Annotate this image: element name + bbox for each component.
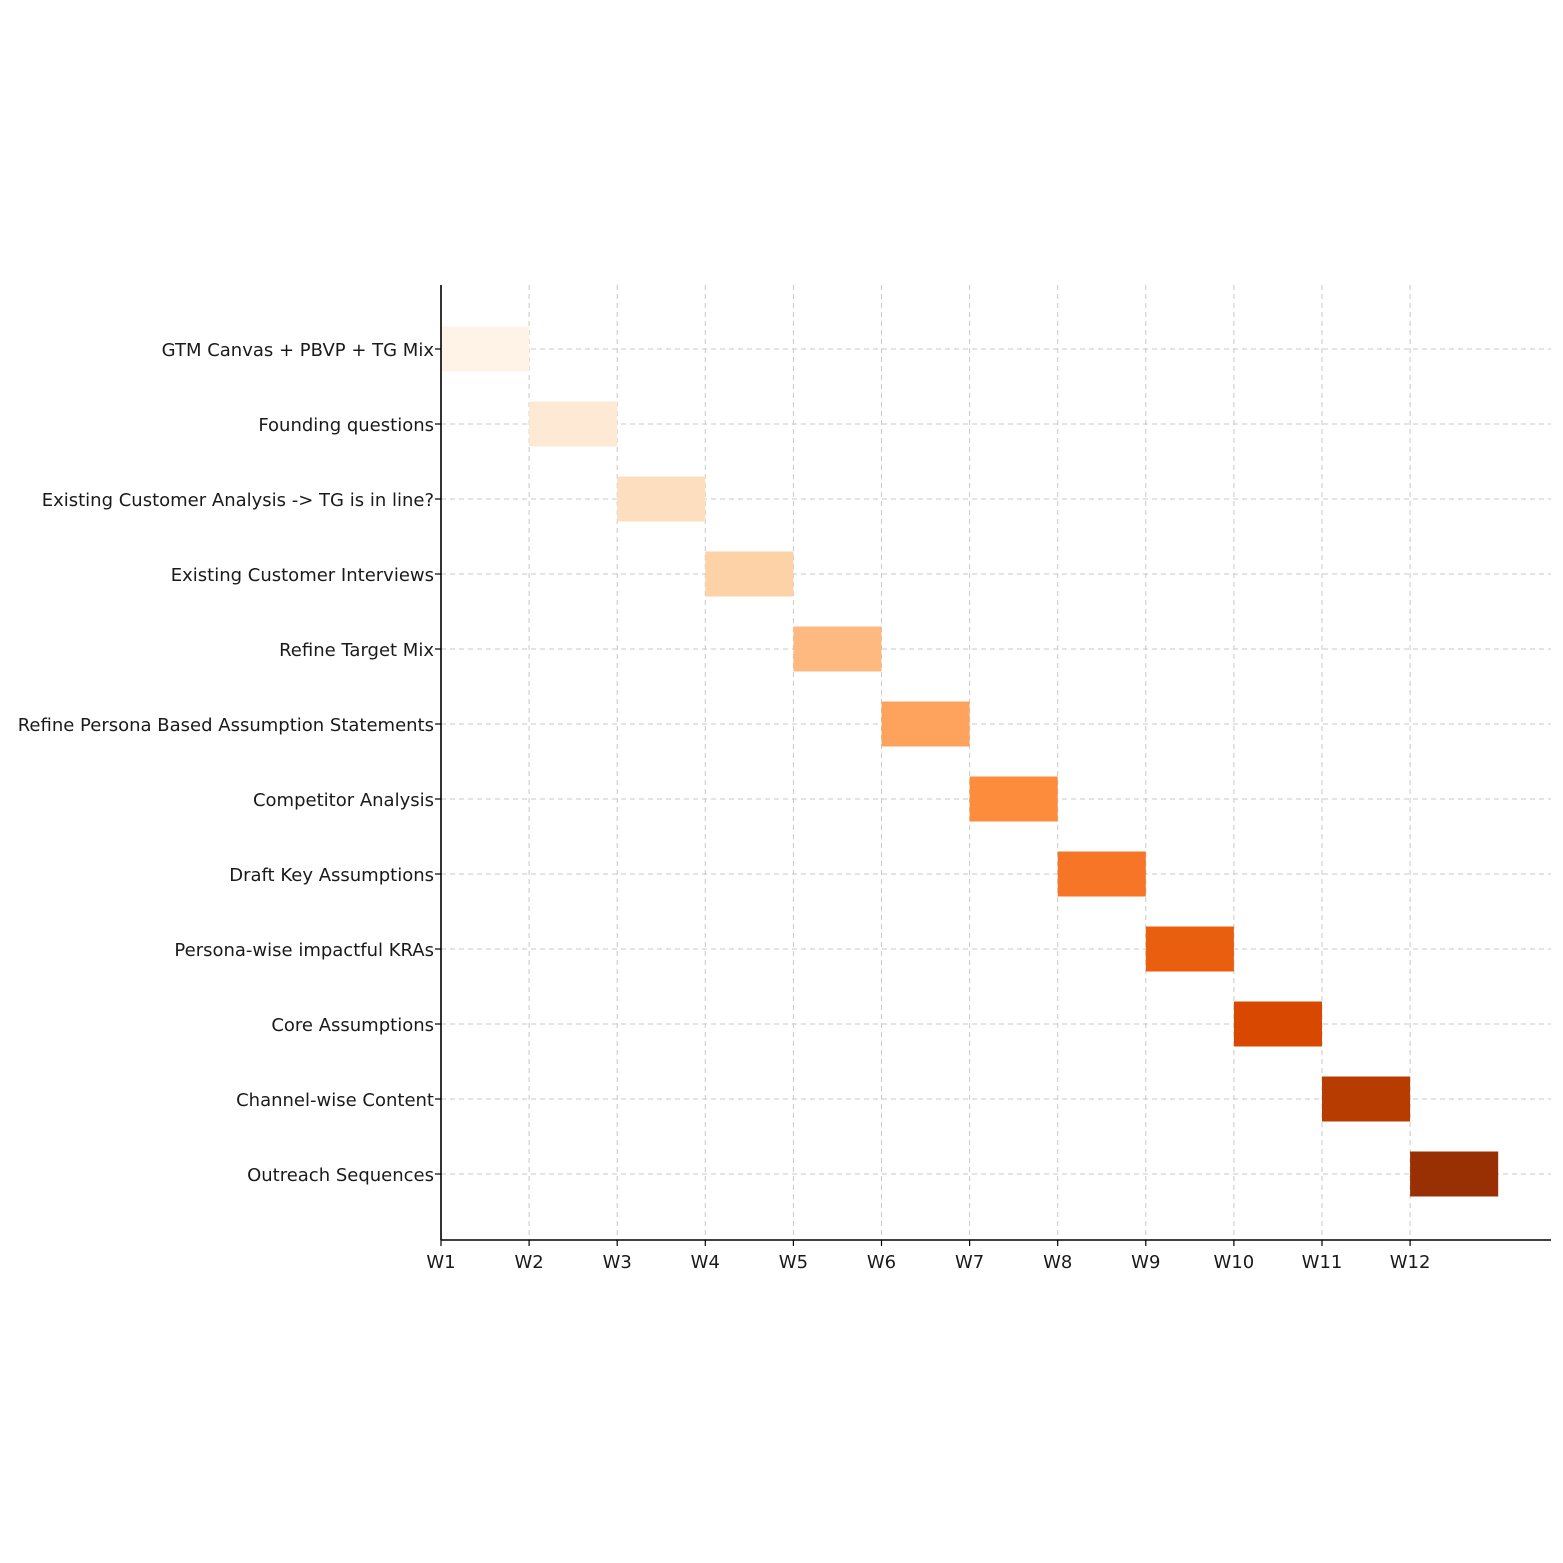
x-tick-label: W8 (1043, 1252, 1072, 1273)
axes (435, 285, 1551, 1246)
x-tick-label: W3 (603, 1252, 632, 1273)
task-label: Founding questions (258, 415, 434, 436)
task-label: Core Assumptions (271, 1015, 434, 1036)
task-label: Draft Key Assumptions (229, 865, 434, 886)
task-bar (1145, 926, 1234, 972)
task-label: Outreach Sequences (247, 1165, 434, 1186)
task-bar (617, 476, 706, 522)
x-tick-label: W9 (1131, 1252, 1160, 1273)
x-tick-label: W11 (1302, 1252, 1343, 1273)
task-label: Competitor Analysis (253, 790, 434, 811)
x-tick-label: W2 (514, 1252, 543, 1273)
task-label: Refine Target Mix (279, 640, 434, 661)
grid-lines (441, 285, 1551, 1240)
task-label: Existing Customer Analysis -> TG is in l… (42, 490, 434, 511)
task-label: Existing Customer Interviews (171, 565, 434, 586)
task-bars (441, 326, 1499, 1197)
task-label: Channel-wise Content (236, 1090, 434, 1111)
x-tick-label: W12 (1390, 1252, 1431, 1273)
task-label: GTM Canvas + PBVP + TG Mix (162, 340, 435, 361)
task-bar (793, 626, 882, 672)
x-tick-label: W4 (691, 1252, 720, 1273)
task-bar (969, 776, 1058, 822)
task-bar (881, 701, 970, 747)
task-bar (529, 401, 618, 447)
tick-labels: W1 W2 W3 W4 W5 W6 W7 W8 W9 W10 W11 W12 GTM Canvas + … (18, 340, 1431, 1273)
task-bar (1322, 1076, 1411, 1122)
x-tick-label: W7 (955, 1252, 984, 1273)
x-tick-label: W6 (867, 1252, 896, 1273)
task-label: Refine Persona Based Assumption Statemen… (18, 715, 434, 736)
task-bar (1233, 1001, 1322, 1047)
x-tick-label: W5 (779, 1252, 808, 1273)
task-label: Persona-wise impactful KRAs (174, 940, 434, 961)
x-tick-label: W10 (1214, 1252, 1255, 1273)
task-bar (705, 551, 794, 597)
task-bar (441, 326, 530, 372)
task-bar (1057, 851, 1146, 897)
x-tick-label: W1 (426, 1252, 455, 1273)
task-bar (1410, 1151, 1499, 1197)
